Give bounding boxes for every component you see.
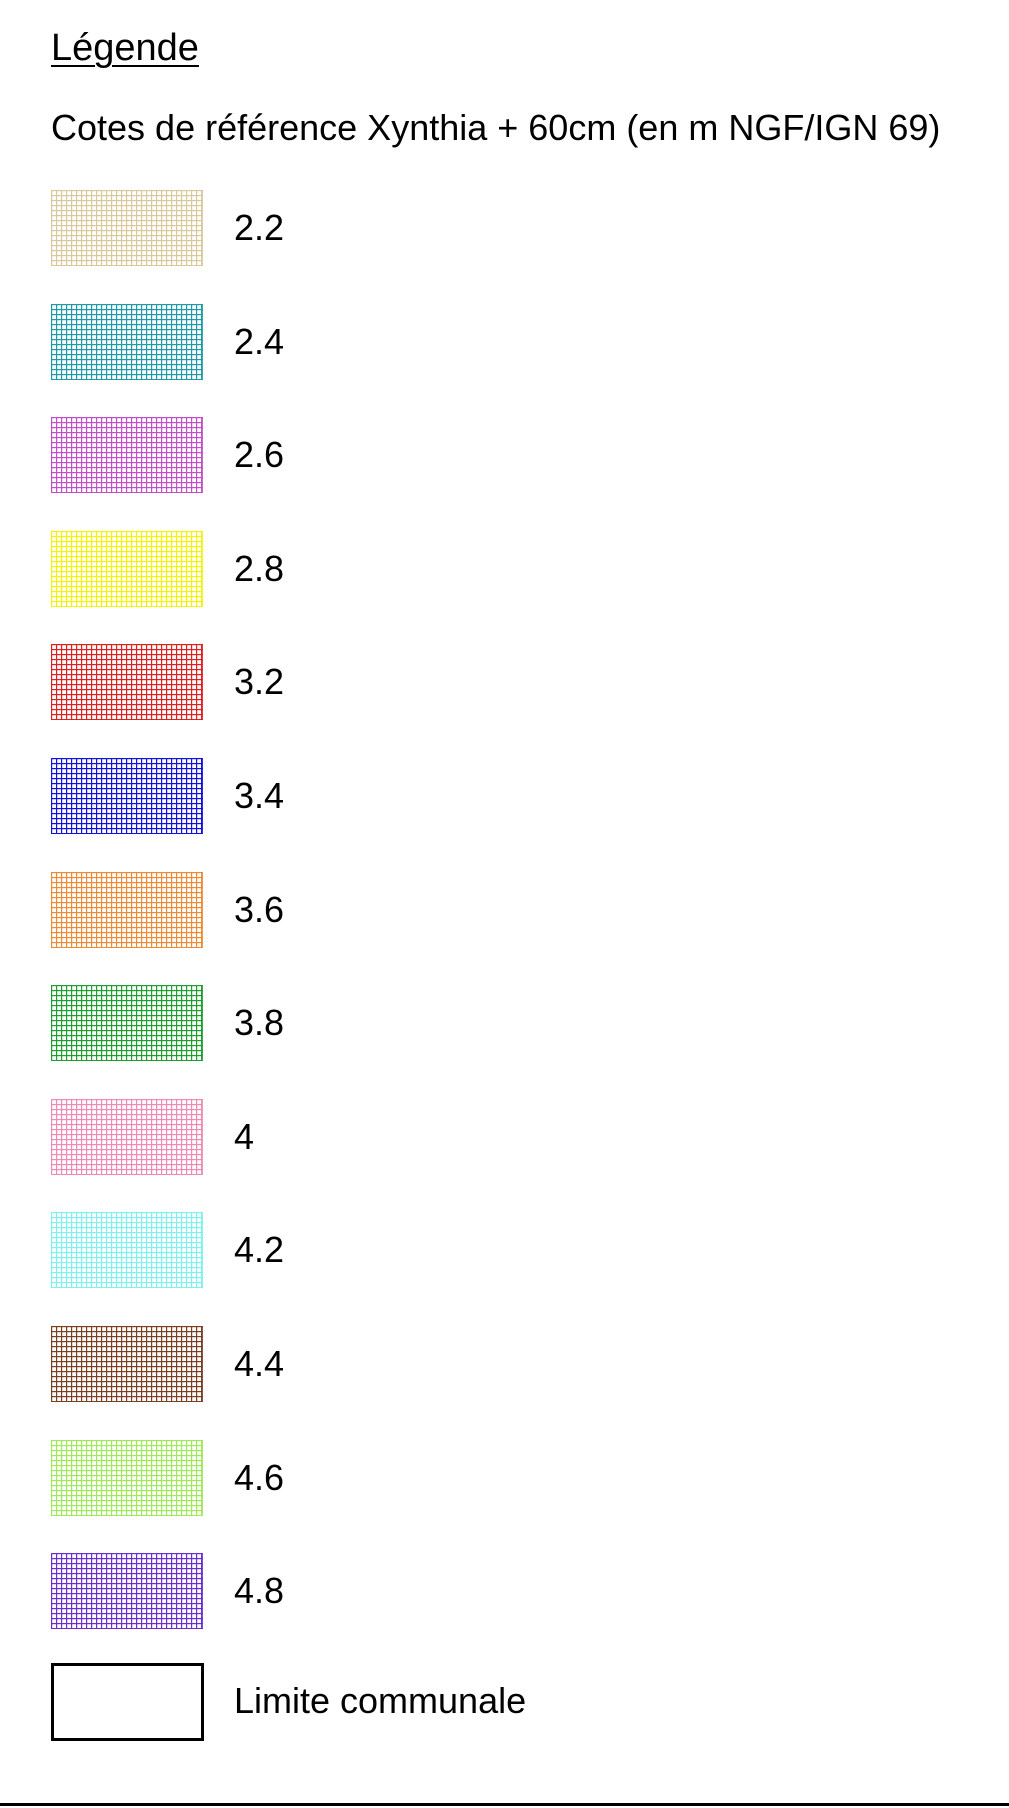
legend-item-2-8: 2.8 — [51, 531, 851, 607]
legend-item-label: 3.6 — [234, 889, 285, 930]
hatch-swatch — [51, 1099, 203, 1175]
legend-item-2-4: 2.4 — [51, 304, 851, 380]
legend-title: Légende — [51, 27, 199, 69]
legend-item-label: 4.6 — [234, 1457, 285, 1498]
hatch-swatch — [51, 1326, 203, 1402]
legend-item-4-2: 4.2 — [51, 1212, 851, 1288]
grid-hatch-pattern — [51, 1440, 203, 1516]
legend-item-label: 4.2 — [234, 1229, 285, 1270]
legend-item-4-6: 4.6 — [51, 1440, 851, 1516]
grid-hatch-pattern — [51, 1553, 203, 1629]
legend-item-3-2: 3.2 — [51, 644, 851, 720]
grid-hatch-pattern — [51, 304, 203, 380]
legend-item-label: Limite communale — [234, 1680, 527, 1721]
hatch-swatch — [51, 1553, 203, 1629]
grid-hatch-pattern — [51, 872, 203, 948]
legend-item-label: 4.8 — [234, 1570, 285, 1611]
legend-item-4-8: 4.8 — [51, 1553, 851, 1629]
legend-item-label: 3.2 — [234, 661, 285, 702]
grid-hatch-pattern — [51, 531, 203, 607]
legend-subtitle: Cotes de référence Xynthia + 60cm (en m … — [51, 107, 941, 148]
hatch-swatch — [51, 985, 203, 1061]
legend-item-label: 4 — [234, 1116, 255, 1157]
legend-item-4: 4 — [51, 1099, 851, 1175]
hatch-swatch — [51, 872, 203, 948]
legend-item-label: 2.6 — [234, 434, 285, 475]
legend-item-4-4: 4.4 — [51, 1326, 851, 1402]
legend-item-label: 2.8 — [234, 548, 285, 589]
grid-hatch-pattern — [51, 190, 203, 266]
hatch-swatch — [51, 531, 203, 607]
hatch-swatch — [51, 1212, 203, 1288]
hatch-swatch — [51, 1440, 203, 1516]
legend-item-3-6: 3.6 — [51, 872, 851, 948]
hatch-swatch — [51, 758, 203, 834]
grid-hatch-pattern — [51, 1099, 203, 1175]
legend-item-label: 2.4 — [234, 321, 285, 362]
legend-item-3-4: 3.4 — [51, 758, 851, 834]
grid-hatch-pattern — [51, 1326, 203, 1402]
hatch-swatch — [51, 190, 203, 266]
legend-item-label: 2.2 — [234, 207, 285, 248]
legend-item-3-8: 3.8 — [51, 985, 851, 1061]
legend-item-label: 4.4 — [234, 1343, 285, 1384]
hatch-swatch — [51, 417, 203, 493]
legend-item-label: 3.4 — [234, 775, 285, 816]
grid-hatch-pattern — [51, 985, 203, 1061]
grid-hatch-pattern — [51, 1212, 203, 1288]
grid-hatch-pattern — [51, 417, 203, 493]
legend-item-2-6: 2.6 — [51, 417, 851, 493]
hatch-swatch — [51, 644, 203, 720]
boundary-swatch — [51, 1663, 204, 1741]
grid-hatch-pattern — [51, 644, 203, 720]
hatch-swatch — [51, 304, 203, 380]
legend-item-boundary: Limite communale — [51, 1663, 851, 1741]
bottom-border — [0, 1803, 1009, 1806]
legend-item-label: 3.8 — [234, 1002, 285, 1043]
legend-item-2-2: 2.2 — [51, 190, 851, 266]
grid-hatch-pattern — [51, 758, 203, 834]
